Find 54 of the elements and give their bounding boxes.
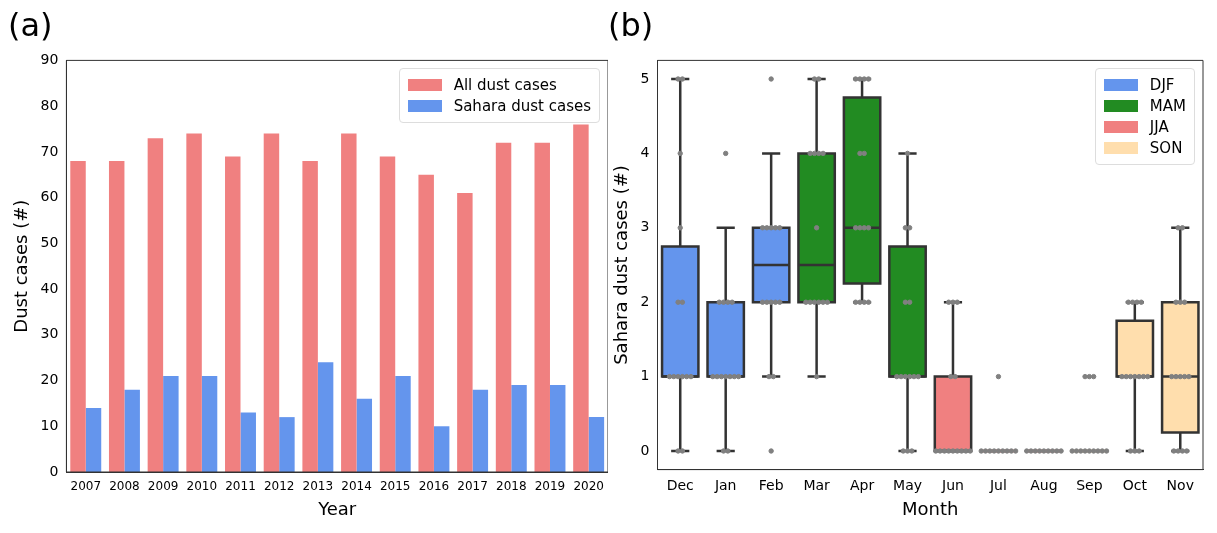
- y-tick-label: 3: [640, 218, 650, 235]
- x-tick-label: 2014: [341, 479, 372, 494]
- y-tick-label: 80: [40, 96, 59, 113]
- x-tick-label: 2008: [109, 479, 140, 494]
- y-tick-label: 30: [40, 325, 59, 342]
- x-tick-label: 2009: [147, 479, 179, 494]
- legend-label: JJA: [1149, 118, 1169, 137]
- x-axis-title: Year: [317, 497, 357, 519]
- x-tick-label: Dec: [666, 476, 694, 493]
- x-tick-label: 2018: [496, 479, 527, 494]
- x-tick-label: 2016: [418, 479, 450, 494]
- x-tick-label: 2012: [263, 479, 295, 494]
- chart-title: (a): [8, 5, 53, 44]
- legend-label: All dust cases: [453, 76, 557, 95]
- y-tick-label: 90: [40, 51, 59, 68]
- x-tick-label: Nov: [1166, 476, 1194, 493]
- y-tick-label: 50: [40, 233, 59, 250]
- x-tick-label: 2020: [573, 479, 604, 494]
- y-tick-label: 20: [40, 371, 59, 388]
- y-tick-label: 10: [40, 416, 59, 433]
- legend-label: SON: [1149, 139, 1183, 158]
- x-tick-label: Jun: [941, 476, 964, 493]
- x-tick-label: Sep: [1076, 476, 1103, 493]
- x-tick-label: 2013: [302, 479, 334, 494]
- legend-label: MAM: [1149, 97, 1186, 116]
- x-axis-title: Month: [902, 497, 959, 519]
- y-axis-title: Sahara dust cases (#): [610, 165, 632, 365]
- x-tick-label: Mar: [803, 476, 831, 493]
- y-tick-label: 5: [640, 69, 650, 86]
- y-tick-label: 0: [49, 462, 59, 479]
- x-tick-label: Jan: [713, 476, 737, 493]
- y-tick-label: 40: [40, 279, 59, 296]
- x-tick-label: 2015: [379, 479, 411, 494]
- y-tick-label: 4: [640, 144, 650, 161]
- x-tick-label: 2019: [534, 479, 566, 494]
- x-tick-label: Aug: [1030, 476, 1058, 493]
- y-tick-label: 60: [40, 188, 59, 205]
- x-tick-label: 2010: [186, 479, 218, 494]
- x-tick-label: Feb: [758, 476, 784, 493]
- y-axis-title: Dust cases (#): [10, 199, 32, 333]
- legend-label: Sahara dust cases: [453, 97, 591, 116]
- y-tick-label: 1: [640, 367, 650, 384]
- x-tick-label: May: [893, 476, 922, 493]
- chart-title: (b): [608, 5, 654, 44]
- y-tick-label: 70: [40, 142, 59, 159]
- x-tick-label: 2017: [457, 479, 488, 494]
- x-tick-label: Oct: [1122, 476, 1148, 493]
- x-tick-label: Jul: [988, 476, 1007, 493]
- y-tick-label: 2: [640, 292, 650, 309]
- x-tick-label: Apr: [849, 476, 875, 493]
- legend-label: DJF: [1149, 76, 1175, 95]
- x-tick-label: 2007: [70, 479, 102, 494]
- y-tick-label: 0: [640, 441, 650, 458]
- x-tick-label: 2011: [225, 479, 256, 494]
